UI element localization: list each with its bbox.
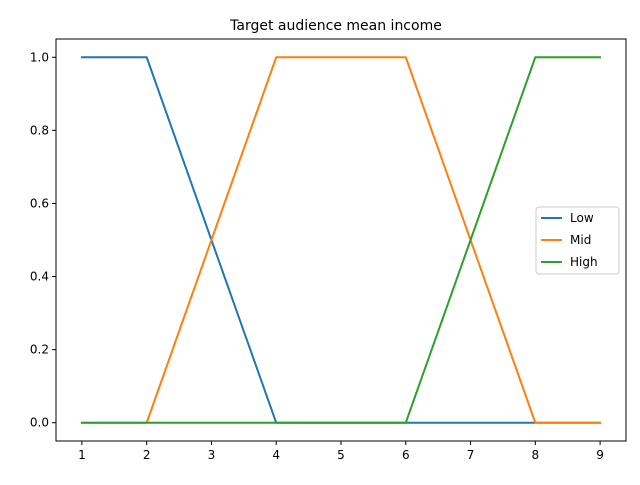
series-line-mid	[80, 56, 602, 424]
x-tick-label: 4	[272, 448, 280, 462]
x-tick-label: 7	[467, 448, 475, 462]
x-tick-label: 2	[143, 448, 151, 462]
y-tick-label: 0.0	[30, 416, 49, 430]
legend-label-mid: Mid	[570, 233, 591, 247]
y-tick-label: 1.0	[30, 50, 49, 64]
series-line-high	[80, 56, 602, 424]
chart-title: Target audience mean income	[229, 18, 442, 34]
y-tick-label: 0.2	[30, 343, 49, 357]
x-tick-label: 9	[596, 448, 604, 462]
x-tick-label: 5	[337, 448, 345, 462]
x-tick-label: 3	[208, 448, 216, 462]
y-tick-label: 0.6	[30, 196, 49, 210]
plot-series	[80, 56, 602, 424]
legend-label-low: Low	[570, 211, 594, 225]
y-tick-label: 0.4	[30, 270, 49, 284]
legend-label-high: High	[570, 255, 598, 269]
series-line-low	[80, 56, 602, 424]
x-tick-label: 8	[531, 448, 539, 462]
x-tick-label: 6	[402, 448, 410, 462]
x-axis: 1 2 3 4 5 6 7 8 9	[78, 441, 604, 462]
legend: Low Mid High	[535, 206, 620, 275]
legend-box	[535, 206, 620, 275]
y-axis: 0.0 0.2 0.4 0.6 0.8 1.0	[30, 50, 56, 430]
y-tick-label: 0.8	[30, 123, 49, 137]
x-tick-label: 1	[78, 448, 86, 462]
